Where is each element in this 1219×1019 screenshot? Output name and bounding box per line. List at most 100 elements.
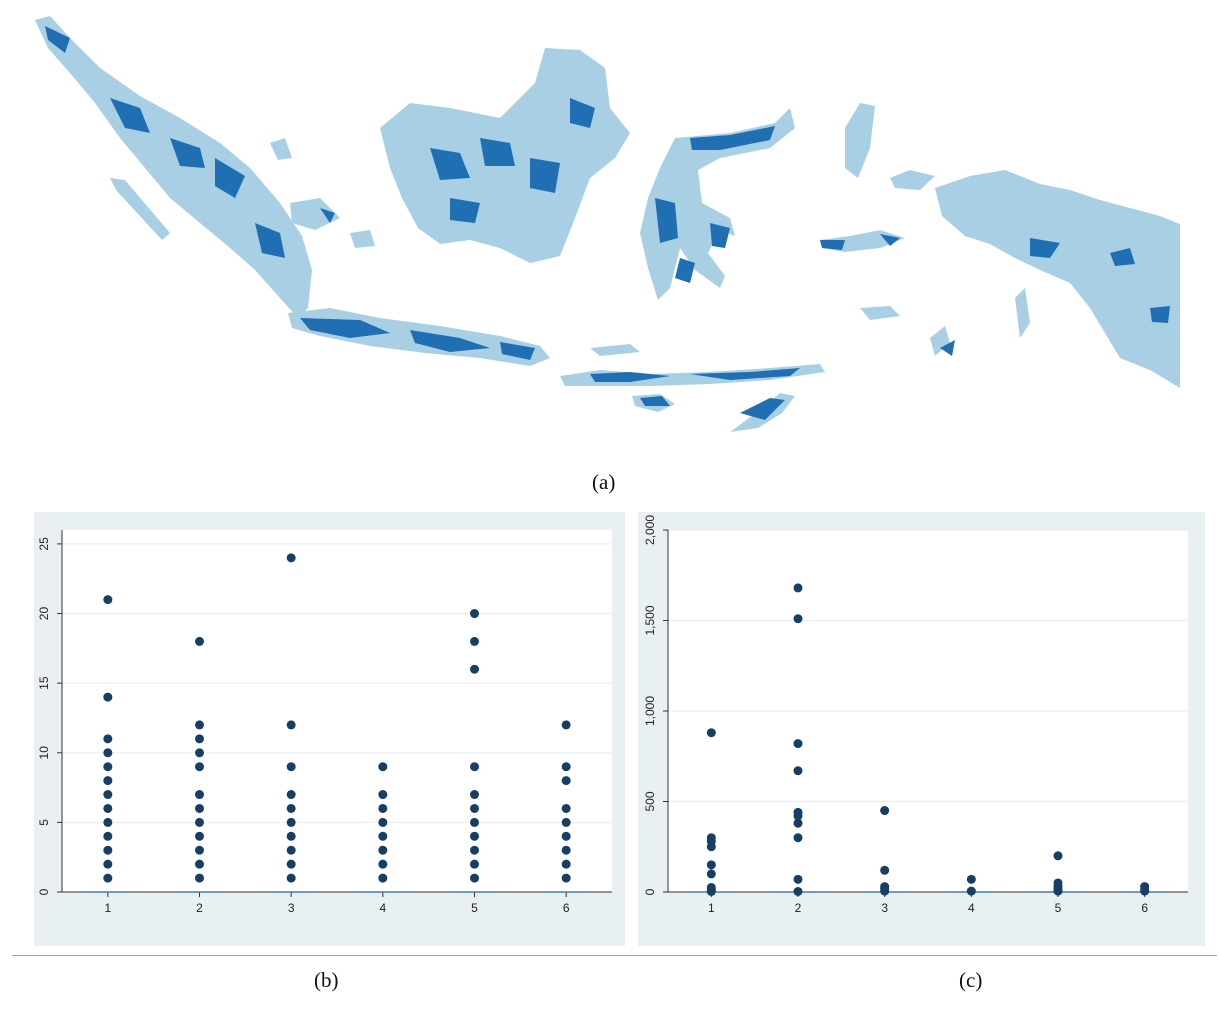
data-point <box>561 831 571 841</box>
chart-c-panel: 0 500 1,000 1,500 2,000 1 2 3 4 5 6 <box>638 512 1205 946</box>
data-point <box>793 833 803 843</box>
y-tick-label: 2,000 <box>643 515 657 545</box>
divider-rule <box>12 955 1217 956</box>
y-tick-label: 1,500 <box>643 605 657 635</box>
x-tick-label: 3 <box>881 901 888 915</box>
data-point <box>103 734 113 744</box>
sumatra-island <box>35 16 312 318</box>
data-point <box>195 748 204 758</box>
x-tick-label: 1 <box>708 901 715 915</box>
data-point <box>103 692 113 702</box>
caption-b: (b) <box>314 968 339 992</box>
data-point <box>103 595 113 605</box>
data-point <box>286 873 296 883</box>
y-tick-label: 0 <box>643 888 657 895</box>
data-point <box>793 739 803 749</box>
cluster-patches <box>45 26 1170 420</box>
data-point <box>378 831 388 841</box>
data-point <box>103 817 113 827</box>
data-point <box>378 859 388 869</box>
y-tick-label: 20 <box>37 607 51 621</box>
data-point <box>378 790 388 800</box>
data-point <box>103 748 113 758</box>
data-point <box>195 790 204 800</box>
data-point <box>103 873 113 883</box>
data-point <box>286 720 296 730</box>
data-point <box>195 845 204 855</box>
data-point <box>195 720 204 730</box>
data-point <box>378 817 388 827</box>
x-tick-label: 2 <box>196 901 203 915</box>
data-point <box>103 803 113 813</box>
data-point <box>880 806 890 816</box>
data-point <box>793 874 803 884</box>
data-point <box>470 859 479 869</box>
x-tick-label: 6 <box>563 901 570 915</box>
caption-a: (a) <box>592 470 616 494</box>
data-point <box>561 817 571 827</box>
data-point <box>1140 882 1150 892</box>
data-point <box>1053 878 1063 888</box>
data-point <box>103 831 113 841</box>
chart-c: 0 500 1,000 1,500 2,000 1 2 3 4 5 6 <box>643 515 1188 915</box>
data-point <box>793 807 803 817</box>
data-point <box>1053 851 1063 861</box>
x-tick-label: 2 <box>795 901 802 915</box>
data-point <box>793 583 803 593</box>
data-point <box>561 845 571 855</box>
data-point <box>706 860 716 870</box>
data-point <box>470 873 479 883</box>
data-point <box>103 776 113 786</box>
data-point <box>378 762 388 772</box>
data-point <box>793 818 803 828</box>
x-tick-label: 3 <box>288 901 295 915</box>
data-point <box>561 776 571 786</box>
data-point <box>103 845 113 855</box>
data-point <box>880 882 890 892</box>
y-tick-label: 15 <box>37 676 51 690</box>
data-point <box>706 728 716 738</box>
data-point <box>470 845 479 855</box>
data-point <box>793 766 803 776</box>
plot-area <box>62 530 612 892</box>
data-point <box>561 720 571 730</box>
data-point <box>286 845 296 855</box>
x-tick-label: 5 <box>471 901 478 915</box>
data-point <box>286 859 296 869</box>
data-point <box>793 886 803 896</box>
data-point <box>706 833 716 843</box>
data-point <box>378 803 388 813</box>
papua-island <box>935 170 1180 388</box>
caption-c: (c) <box>959 968 983 992</box>
data-point <box>470 803 479 813</box>
data-point <box>706 882 716 892</box>
data-point <box>880 865 890 875</box>
data-point <box>286 553 296 563</box>
data-point <box>195 803 204 813</box>
y-tick-label: 5 <box>37 819 51 826</box>
data-point <box>286 817 296 827</box>
data-point <box>470 831 479 841</box>
data-point <box>470 762 479 772</box>
data-point <box>561 859 571 869</box>
data-point <box>470 664 479 674</box>
data-point <box>378 845 388 855</box>
data-point <box>195 734 204 744</box>
sulawesi-island <box>640 108 795 300</box>
x-tick-label: 1 <box>104 901 111 915</box>
data-point <box>470 609 479 619</box>
data-point <box>470 636 479 646</box>
data-point <box>286 790 296 800</box>
data-point <box>286 762 296 772</box>
x-tick-label: 6 <box>1141 901 1148 915</box>
y-tick-label: 500 <box>643 791 657 811</box>
data-point <box>470 790 479 800</box>
data-point <box>103 790 113 800</box>
data-point <box>286 803 296 813</box>
data-point <box>195 636 204 646</box>
data-point <box>966 886 976 896</box>
data-point <box>103 859 113 869</box>
x-tick-label: 4 <box>379 901 386 915</box>
data-point <box>195 859 204 869</box>
y-tick-label: 25 <box>37 537 51 551</box>
